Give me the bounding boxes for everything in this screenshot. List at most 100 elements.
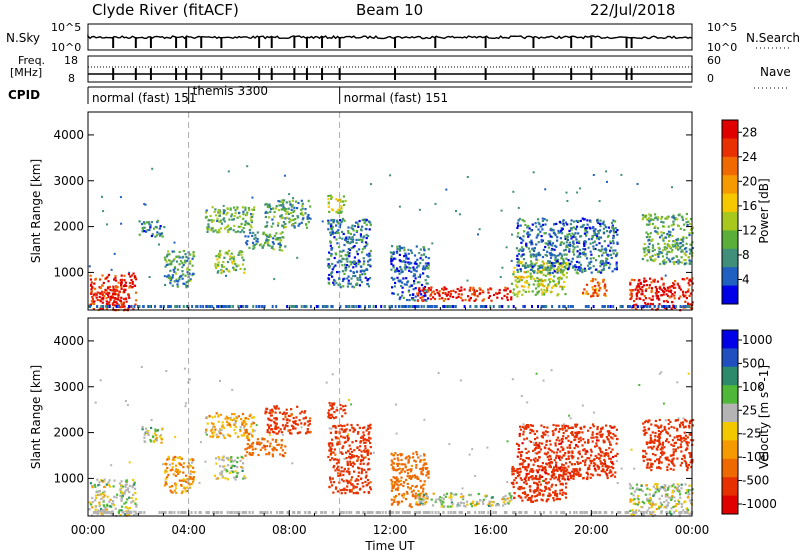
echo-cell xyxy=(676,242,679,246)
echo-cell xyxy=(530,263,533,266)
echo-cell xyxy=(582,291,585,294)
echo-cell xyxy=(357,456,360,459)
echo-cell xyxy=(189,260,192,263)
echo-cell xyxy=(518,486,521,489)
echo-cell xyxy=(137,305,139,308)
echo-cell xyxy=(254,234,257,237)
echo-cell xyxy=(533,247,536,250)
echo-cell xyxy=(600,248,604,251)
echo-cell xyxy=(352,430,355,433)
echo-cell xyxy=(492,501,495,504)
echo-cell xyxy=(575,271,578,274)
echo-cell xyxy=(89,278,92,281)
echo-cell xyxy=(411,493,414,496)
echo-cell xyxy=(404,463,407,466)
echo-cell xyxy=(343,430,346,433)
echo-cell xyxy=(514,476,517,480)
echo-cell xyxy=(233,259,236,262)
echo-cell xyxy=(584,227,587,230)
echo-cell xyxy=(223,256,226,259)
echo-cell xyxy=(278,246,281,249)
echo-cell xyxy=(673,305,675,308)
echo-cell xyxy=(362,439,365,442)
echo-cell xyxy=(355,492,358,495)
echo-cell xyxy=(582,218,586,221)
echo-cell xyxy=(360,280,363,284)
echo-cell xyxy=(355,485,358,489)
echo-cell xyxy=(674,286,677,289)
echo-cell xyxy=(367,491,370,494)
echo-cell xyxy=(546,498,549,501)
echo-cell xyxy=(408,285,411,288)
echo-cell xyxy=(292,218,295,221)
echo-cell xyxy=(528,227,531,230)
echo-cell xyxy=(423,502,426,505)
echo-cell xyxy=(567,268,570,271)
echo-cell xyxy=(492,293,496,297)
echo-cell xyxy=(673,283,676,286)
echo-cell xyxy=(552,268,555,271)
echo-cell xyxy=(99,300,102,303)
echo-cell xyxy=(185,286,188,289)
echo-cell xyxy=(488,502,491,505)
echo-cell xyxy=(165,260,168,263)
echo-cell xyxy=(557,466,560,469)
echo-cell xyxy=(530,229,533,232)
echo-cell xyxy=(215,255,218,258)
echo-cell xyxy=(432,492,435,495)
echo-cell xyxy=(113,495,116,498)
echo-cell xyxy=(241,457,244,460)
echo-cell xyxy=(252,305,255,308)
echo-cell xyxy=(287,414,291,417)
echo-cell xyxy=(416,292,419,295)
echo-cell xyxy=(415,305,418,308)
echo-cell xyxy=(442,299,445,302)
echo-cell xyxy=(613,268,616,271)
echo-cell xyxy=(600,245,604,248)
echo-cell xyxy=(547,494,550,497)
echo-cell xyxy=(592,174,595,176)
echo-cell xyxy=(350,454,354,457)
echo-cell xyxy=(181,277,184,280)
echo-cell xyxy=(345,451,348,454)
echo-cell xyxy=(229,416,232,419)
echo-cell xyxy=(192,476,195,479)
echo-cell xyxy=(665,256,669,259)
echo-cell xyxy=(224,251,227,254)
echo-cell xyxy=(557,276,560,279)
echo-cell xyxy=(612,305,615,308)
echo-cell xyxy=(519,477,522,480)
echo-cell xyxy=(198,481,201,484)
echo-cell xyxy=(526,232,529,235)
echo-cell xyxy=(594,445,597,448)
echo-cell xyxy=(591,227,595,230)
echo-cell xyxy=(542,269,545,272)
echo-cell xyxy=(241,423,244,426)
echo-cell xyxy=(222,459,225,462)
echo-cell xyxy=(284,222,287,225)
echo-cell xyxy=(553,472,556,475)
echo-cell xyxy=(356,277,359,280)
echo-cell xyxy=(360,459,363,462)
echo-cell xyxy=(508,500,511,503)
echo-cell xyxy=(107,273,111,276)
echo-cell xyxy=(261,446,264,449)
echo-cell xyxy=(191,480,195,483)
echo-cell xyxy=(526,401,529,404)
echo-cell xyxy=(526,265,529,268)
echo-cell xyxy=(560,241,563,244)
echo-cell xyxy=(589,250,592,253)
echo-cell xyxy=(352,305,355,308)
echo-cell xyxy=(225,468,228,471)
echo-cell xyxy=(586,223,589,226)
echo-cell xyxy=(347,253,350,257)
echo-cell xyxy=(512,305,515,308)
echo-cell xyxy=(410,464,413,467)
echo-cell xyxy=(400,454,403,457)
echo-cell xyxy=(343,408,346,411)
echo-cell xyxy=(329,449,333,453)
echo-cell xyxy=(112,296,115,299)
echo-cell xyxy=(245,423,248,426)
echo-cell xyxy=(330,253,333,256)
echo-cell xyxy=(219,379,221,382)
